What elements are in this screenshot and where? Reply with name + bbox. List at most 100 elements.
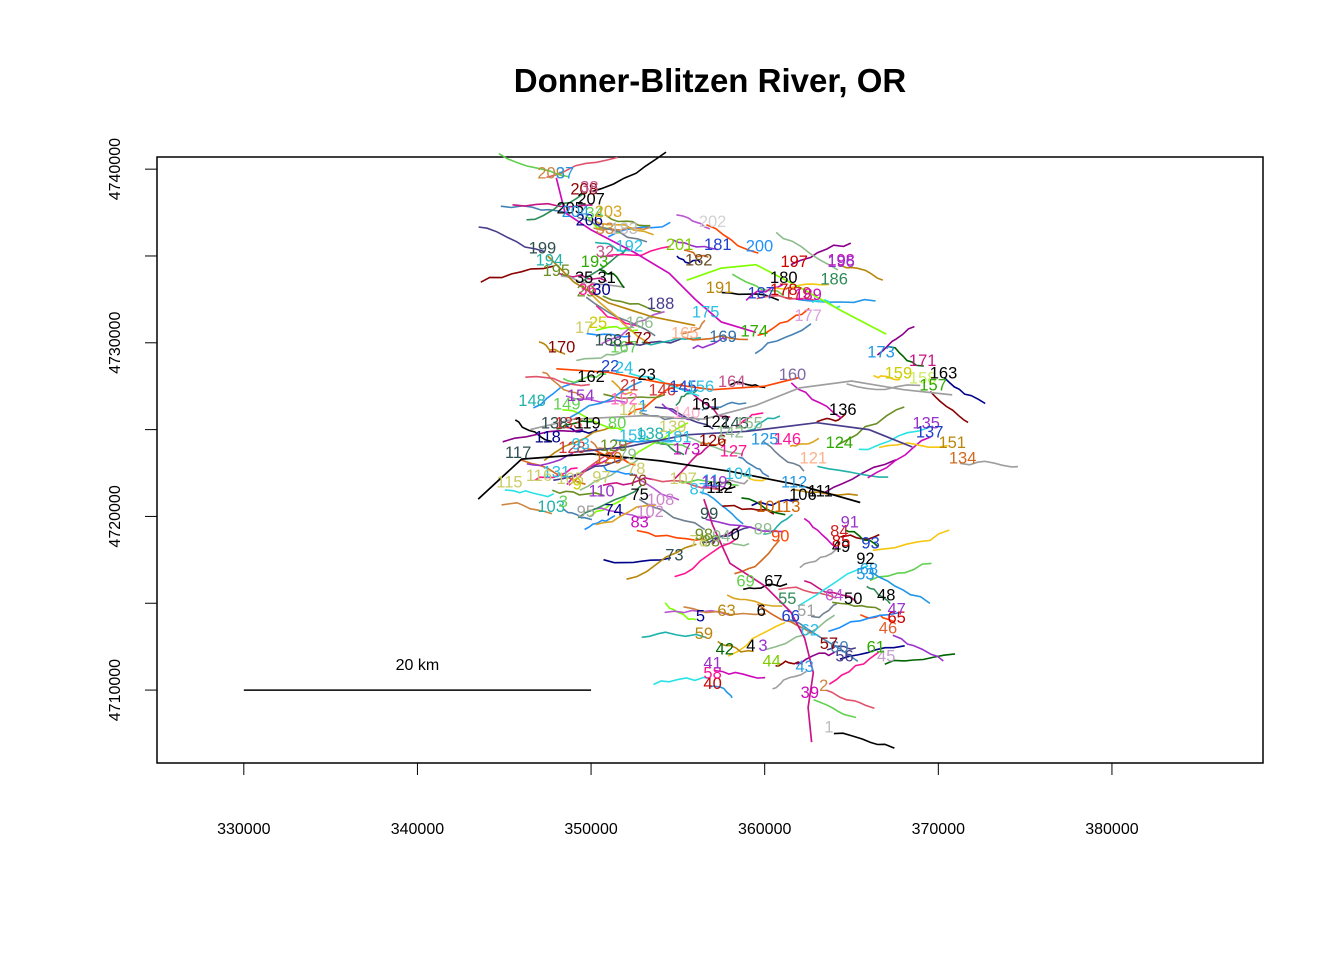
river-segment	[959, 460, 1019, 468]
river-segment	[565, 395, 626, 403]
segment-id-label: 162	[577, 368, 605, 386]
river-segment	[837, 263, 884, 281]
river-segment	[612, 439, 677, 443]
river-segment	[810, 603, 838, 619]
river-segment	[593, 507, 651, 519]
river-segment	[604, 213, 651, 227]
segment-id-label: 60	[830, 639, 848, 657]
river-segment	[592, 151, 667, 193]
river-segment	[514, 419, 553, 443]
segment-id-label: 24	[615, 359, 633, 377]
river-segment	[553, 457, 627, 482]
river-segment	[797, 565, 869, 607]
river-segment	[577, 484, 643, 519]
segment-id-label: 21	[620, 376, 638, 394]
segment-id-label: 32	[596, 243, 614, 261]
segment-id-label: 186	[820, 271, 848, 289]
river-segment	[525, 375, 590, 387]
segment-id-label: 172	[624, 330, 652, 348]
river-segment	[588, 496, 627, 518]
river-segment	[654, 406, 714, 430]
segment-id-label: 39	[801, 684, 819, 702]
segment-id-label: 1	[824, 719, 833, 737]
segment-id-label: 140	[673, 404, 701, 422]
river-segment	[543, 425, 614, 462]
river-segment	[892, 634, 944, 662]
segment-id-label: 169	[709, 328, 737, 346]
y-tick-label: 4710000	[107, 659, 124, 721]
river-segment	[714, 669, 766, 679]
river-segment	[542, 371, 585, 400]
river-segment	[858, 426, 931, 451]
river-segment	[601, 310, 665, 345]
segment-id-label: 199	[529, 239, 557, 257]
segment-id-label: 121	[800, 449, 828, 467]
segment-id-label: 129	[600, 437, 628, 455]
segment-id-label: 44	[762, 653, 780, 671]
river-segment	[562, 409, 625, 432]
segment-id-label: 191	[706, 279, 734, 297]
segment-id-label: 34	[585, 205, 603, 223]
segment-id-label: 134	[949, 449, 977, 467]
segment-id-label: 88	[702, 533, 720, 551]
segment-id-label: 23	[637, 366, 655, 384]
segment-id-label: 189	[794, 286, 822, 304]
river-segment	[653, 676, 711, 686]
segment-id-label: 146	[648, 382, 676, 400]
segment-id-label: 76	[629, 472, 647, 490]
segment-id-label: 87	[690, 481, 708, 499]
river-segment	[870, 571, 931, 605]
river-segment	[480, 265, 554, 283]
river-segment	[929, 390, 969, 424]
river-segment	[867, 436, 931, 479]
river-segment	[641, 631, 707, 639]
segment-id-label: 166	[626, 314, 654, 332]
segment-id-label: 154	[567, 387, 595, 405]
river-segment	[731, 273, 785, 297]
river-segment	[602, 465, 634, 475]
segment-id-label: 198	[827, 251, 855, 269]
x-tick-label: 380000	[1085, 821, 1138, 838]
river-segment	[845, 529, 879, 548]
segment-id-label: 187	[747, 284, 775, 302]
segment-id-label: 207	[577, 191, 605, 209]
segment-id-label: 11	[702, 472, 719, 490]
river-segment	[628, 372, 700, 397]
segment-id-label: 30	[592, 281, 610, 299]
river-segment	[713, 479, 749, 489]
segment-id-label: 92	[856, 550, 874, 568]
x-tick-label: 340000	[391, 821, 444, 838]
segment-id-label: 84	[830, 522, 848, 540]
segment-id-label: 79	[618, 446, 636, 464]
river-segment	[586, 332, 631, 338]
river-segment	[754, 323, 812, 355]
segment-id-label: 4	[746, 637, 755, 655]
river-segment	[602, 295, 662, 313]
segment-id-label: 73	[665, 547, 683, 565]
segment-id-label: 22	[601, 357, 619, 375]
segment-id-label: 31	[598, 269, 616, 287]
river-segment	[837, 406, 905, 446]
river-segment	[592, 218, 654, 236]
segment-id-label: 102	[636, 503, 664, 521]
river-segment	[876, 325, 915, 356]
river-segment	[775, 660, 804, 668]
river-segment	[832, 601, 882, 612]
river-segment	[804, 580, 858, 603]
river-segment	[680, 319, 706, 335]
segment-id-label: 29	[577, 283, 595, 301]
river-segment	[672, 239, 718, 251]
segment-id-label: 179	[784, 284, 812, 302]
segment-id-label: 97	[592, 468, 610, 486]
river-segment	[626, 543, 697, 580]
river-segment	[757, 307, 810, 337]
segment-id-label: 78	[627, 460, 645, 478]
river-segment	[679, 478, 739, 487]
segment-id-label: 194	[536, 251, 564, 269]
segment-id-label: 133	[555, 415, 583, 433]
river-segment	[762, 440, 805, 472]
river-segment	[556, 420, 593, 430]
river-segment	[504, 489, 555, 498]
segment-id-label: 203	[595, 203, 623, 221]
river-segment	[664, 602, 697, 621]
